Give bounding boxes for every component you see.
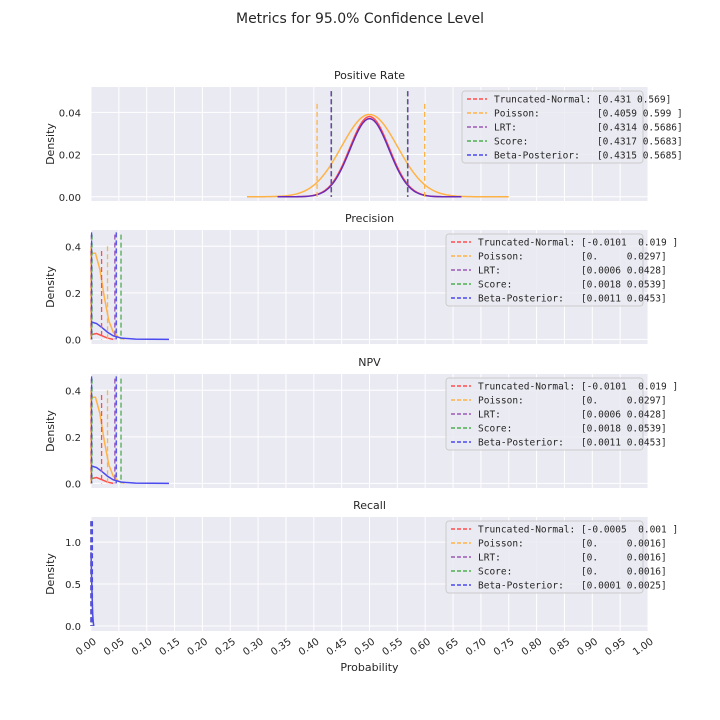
- x-tick-label: 0.60: [408, 636, 433, 658]
- y-tick-label: 0.04: [59, 108, 81, 119]
- legend: Truncated-Normal: [-0.0101 0.019 ] Poisso…: [445, 233, 678, 307]
- y-axis-label: Density: [44, 123, 57, 165]
- x-tick-label: 0.95: [603, 636, 628, 658]
- subplot-0: 0.00 0.02 0.04 Positive Rate Density Truncate…: [44, 69, 683, 204]
- legend-entry: LRT: [0. 0.0016]: [478, 553, 667, 564]
- y-tick-label: 0.02: [59, 151, 81, 162]
- x-tick-label: 0.05: [102, 636, 127, 658]
- density-curve: [90, 321, 169, 341]
- x-tick-label: 0.75: [492, 636, 517, 658]
- x-tick-label: 1.00: [631, 636, 656, 658]
- y-tick-label: 0.2: [65, 289, 81, 300]
- x-tick-label: 0.30: [241, 636, 266, 658]
- legend-entry: Beta-Posterior: [0.0001 0.0025]: [478, 581, 667, 592]
- x-tick-label: 0.90: [575, 636, 600, 658]
- x-tick-label: 0.00: [74, 636, 99, 658]
- legend-entry: LRT: [0.4314 0.5686]: [494, 123, 683, 134]
- legend-box: [445, 520, 644, 594]
- x-tick-label: 0.50: [353, 636, 378, 658]
- legend-entry: Poisson: [0. 0.0297]: [478, 396, 667, 407]
- subplot-title: NPV: [358, 356, 381, 369]
- y-tick-label: 1.0: [65, 538, 81, 549]
- legend-box: [461, 90, 644, 164]
- x-tick-label: 0.35: [269, 636, 294, 658]
- x-tick-label: 0.20: [186, 636, 211, 658]
- y-tick-label: 0.00: [59, 193, 81, 204]
- subplot-1: 0.0 0.2 0.4 Precision Density Truncated-Norma…: [44, 212, 678, 346]
- legend-entry: Poisson: [0. 0.0016]: [478, 539, 667, 550]
- y-axis-label: Density: [44, 410, 57, 452]
- x-tick-label: 0.80: [520, 636, 545, 658]
- legend: Truncated-Normal: [-0.0005 0.001 ] Poisso…: [445, 520, 678, 594]
- x-tick-label: 0.25: [213, 636, 238, 658]
- legend-entry: Beta-Posterior: [0.0011 0.0453]: [478, 294, 667, 305]
- legend-entry: Beta-Posterior: [0.4315 0.5685]: [494, 151, 683, 162]
- x-tick-label: 0.15: [158, 636, 183, 658]
- x-tick-label: 0.45: [325, 636, 350, 658]
- figure-title: Metrics for 95.0% Confidence Level: [235, 11, 484, 27]
- legend-entry: Score: [0.0018 0.0539]: [478, 280, 667, 291]
- y-axis-label: Density: [44, 266, 57, 308]
- legend-entry: LRT: [0.0006 0.0428]: [478, 410, 667, 421]
- legend-entry: Beta-Posterior: [0.0011 0.0453]: [478, 438, 667, 449]
- legend-entry: Score: [0.4317 0.5683]: [494, 137, 683, 148]
- density-curve: [246, 113, 509, 198]
- legend-entry: Truncated-Normal: [-0.0005 0.001 ]: [478, 525, 678, 536]
- legend-entry: Poisson: [0.4059 0.599 ]: [494, 109, 683, 120]
- x-axis-label: Probability: [340, 661, 399, 674]
- x-tick-label: 0.85: [548, 636, 573, 658]
- y-tick-label: 0.0: [65, 335, 81, 346]
- y-tick-label: 0.4: [65, 242, 81, 253]
- legend: Truncated-Normal: [0.431 0.569] Poisson: …: [461, 90, 683, 164]
- legend-box: [445, 233, 644, 307]
- legend-entry: LRT: [0.0006 0.0428]: [478, 266, 667, 277]
- legend-entry: Score: [0. 0.0016]: [478, 567, 667, 578]
- subplot-title: Recall: [353, 499, 386, 512]
- x-tick-label: 0.55: [381, 636, 406, 658]
- x-tick-label: 0.10: [130, 636, 155, 658]
- legend-entry: Truncated-Normal: [-0.0101 0.019 ]: [478, 238, 678, 249]
- legend-box: [445, 377, 644, 451]
- x-tick-label: 0.70: [464, 636, 489, 658]
- subplot-3: 0.0 0.5 1.0 Recall Density Truncated-Normal: …: [44, 499, 678, 674]
- x-tick-label: 0.65: [436, 636, 461, 658]
- y-tick-label: 0.0: [65, 622, 81, 633]
- legend-entry: Truncated-Normal: [0.431 0.569]: [494, 95, 671, 106]
- y-axis-label: Density: [44, 553, 57, 595]
- x-tick-label: 0.40: [297, 636, 322, 658]
- legend-entry: Truncated-Normal: [-0.0101 0.019 ]: [478, 382, 678, 393]
- subplot-title: Positive Rate: [334, 69, 405, 82]
- subplot-2: 0.0 0.2 0.4 NPV Density Truncated-Normal: [-0…: [44, 356, 678, 490]
- y-tick-label: 0.0: [65, 479, 81, 490]
- density-curve: [277, 117, 462, 198]
- subplot-title: Precision: [345, 212, 394, 225]
- legend: Truncated-Normal: [-0.0101 0.019 ] Poisso…: [445, 377, 678, 451]
- y-tick-label: 0.5: [65, 580, 81, 591]
- y-tick-label: 0.2: [65, 433, 81, 444]
- y-tick-label: 0.4: [65, 386, 81, 397]
- legend-entry: Poisson: [0. 0.0297]: [478, 252, 667, 263]
- legend-entry: Score: [0.0018 0.0539]: [478, 424, 667, 435]
- density-curve: [90, 465, 169, 485]
